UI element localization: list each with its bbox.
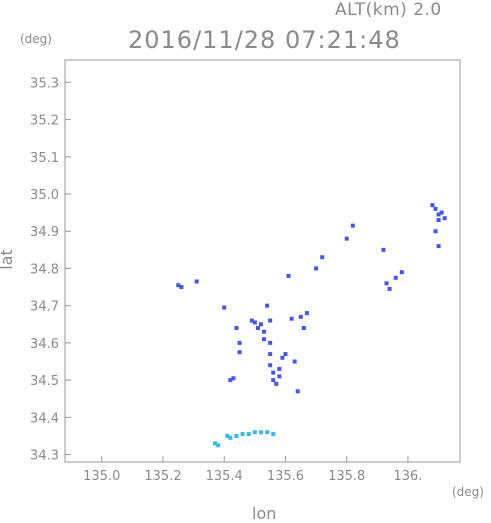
y-tick-label: 34.6 [30, 337, 59, 352]
echo-point [304, 311, 309, 316]
x-tick-label: 135.0 [83, 469, 120, 484]
echo-point [231, 376, 236, 381]
echo-point [268, 318, 273, 323]
echo-point [430, 203, 435, 208]
echo-point [176, 283, 181, 288]
x-tick-label: 135.2 [144, 469, 181, 484]
echo-point [393, 275, 398, 280]
echo-point [222, 305, 227, 310]
echo-point [271, 432, 276, 437]
timestamp-title: 2016/11/28 07:21:48 [128, 26, 401, 54]
echo-point [436, 244, 441, 249]
echo-point [295, 389, 300, 394]
echo-point [179, 285, 184, 290]
echo-point [228, 435, 233, 440]
x-tick-label: 135.4 [206, 469, 243, 484]
echo-point [277, 366, 282, 371]
echo-point [433, 206, 438, 211]
echo-point [277, 374, 282, 379]
y-tick-label: 34.4 [30, 411, 59, 426]
echo-point [314, 266, 319, 271]
x-unit-label: (deg) [452, 485, 484, 499]
y-tick-label: 35.0 [30, 188, 59, 203]
y-tick-label: 34.5 [30, 374, 59, 389]
echo-point [228, 378, 233, 383]
echo-point [268, 340, 273, 345]
echo-point [240, 432, 245, 437]
echo-point [436, 212, 441, 217]
echo-point [213, 441, 218, 446]
echo-point [262, 337, 267, 342]
echo-point [344, 236, 349, 241]
y-tick-label: 35.3 [30, 76, 59, 91]
echo-point [387, 286, 392, 291]
plot-frame [64, 59, 461, 463]
echo-point [268, 363, 273, 368]
echo-point [384, 281, 389, 286]
y-tick-label: 35.2 [30, 114, 59, 129]
echo-point [237, 340, 242, 345]
echo-point [255, 326, 260, 330]
echo-point [265, 303, 270, 308]
y-tick-label: 34.9 [30, 225, 59, 240]
echo-point [283, 352, 288, 357]
echo-point [265, 430, 270, 435]
echo-point [237, 350, 242, 355]
echo-point [381, 247, 386, 252]
echo-point [350, 223, 355, 228]
echo-point [298, 314, 303, 319]
echo-point [320, 255, 325, 260]
echo-point [399, 270, 404, 275]
echo-point [274, 381, 279, 386]
echo-point [289, 316, 294, 321]
y-tick-label: 34.8 [30, 262, 59, 277]
x-tick-label: 135.6 [267, 469, 304, 484]
echo-point [280, 355, 285, 360]
axis-ticks: 135.0 135.2 135.4 135.6 135.8 136. 34.3 34.4 34.… [30, 76, 422, 484]
echo-point [225, 433, 230, 438]
y-tick-label: 34.7 [30, 300, 59, 315]
y-tick-label: 35.1 [30, 151, 59, 166]
y-tick-label: 34.3 [30, 449, 59, 464]
echo-point [286, 273, 291, 278]
echo-points [176, 203, 447, 448]
echo-point [268, 352, 273, 357]
echo-point [246, 432, 251, 437]
echo-point [258, 430, 263, 435]
echo-point [252, 430, 257, 435]
y-unit-label: (deg) [20, 32, 52, 46]
echo-point [234, 433, 239, 438]
echo-point [442, 216, 447, 221]
echo-point [194, 279, 199, 284]
echo-point [234, 326, 239, 330]
x-axis-label: lon [252, 504, 277, 523]
altitude-label: ALT(km) 2.0 [335, 0, 442, 20]
echo-point [262, 329, 267, 334]
echo-point [301, 326, 306, 330]
echo-point [439, 210, 444, 215]
echo-point [271, 378, 276, 383]
echo-point [249, 318, 254, 323]
echo-point [271, 370, 276, 375]
echo-point [292, 359, 297, 364]
echo-point [258, 322, 263, 327]
echo-point [433, 229, 438, 234]
x-tick-label: 135.8 [328, 469, 365, 484]
x-tick-label: 136. [393, 469, 422, 484]
echo-point [436, 218, 441, 223]
echo-point [252, 320, 257, 325]
echo-point [216, 443, 221, 448]
